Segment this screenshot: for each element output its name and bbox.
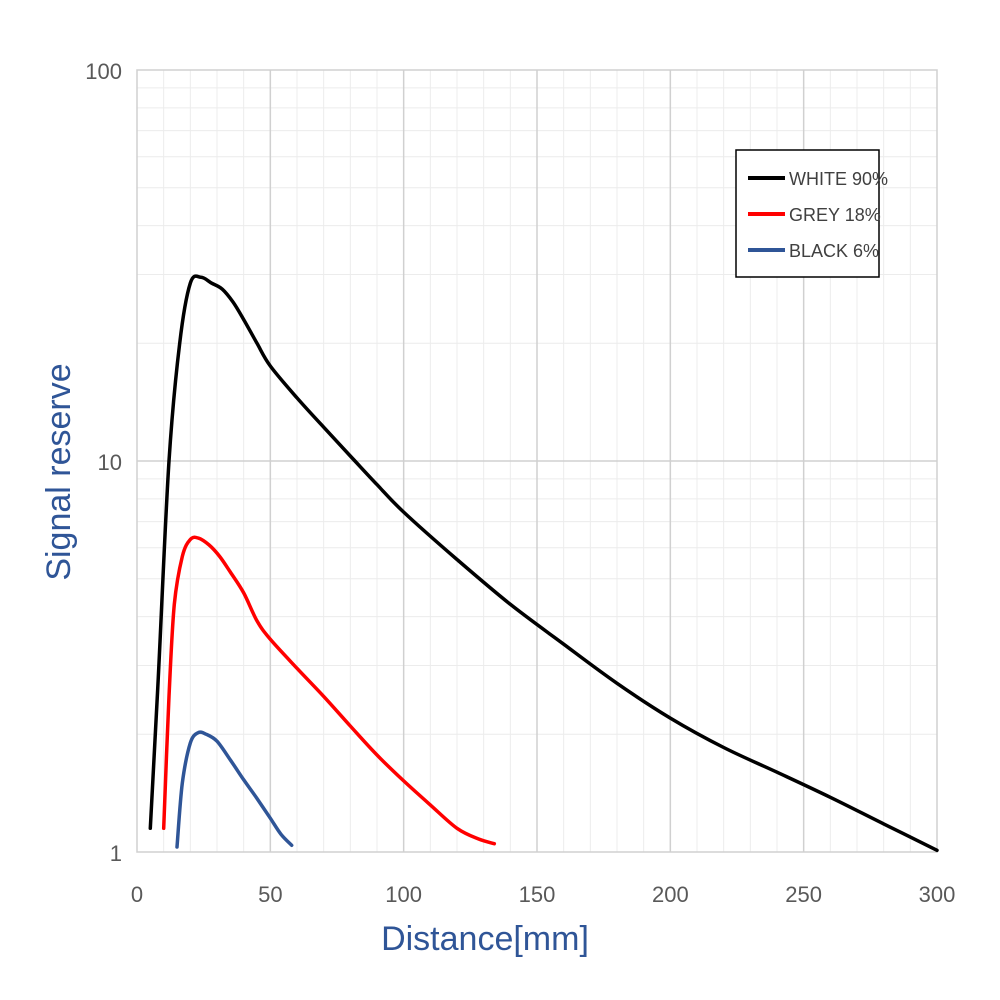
legend: WHITE 90% GREY 18% BLACK 6% <box>735 149 888 278</box>
plot-border <box>136 69 938 853</box>
plot-area-border <box>136 69 938 853</box>
x-tick-label: 250 <box>785 882 822 907</box>
series-line-grey-18 <box>161 535 497 846</box>
x-tick-label: 200 <box>652 882 689 907</box>
x-tick-label: 150 <box>519 882 556 907</box>
y-axis-title: Signal reserve <box>40 363 78 580</box>
x-axis-title: Distance[mm] <box>381 920 589 958</box>
series-line-white-90 <box>148 274 939 853</box>
x-tick-label: 100 <box>385 882 422 907</box>
series-line-black-6 <box>175 730 294 849</box>
y-tick-label: 100 <box>85 59 122 84</box>
legend-label-white-90: WHITE 90% <box>789 169 888 189</box>
x-tick-label: 0 <box>131 882 143 907</box>
tick-labels: 0 50 100 150 200 250 300 1 10 100 <box>85 59 955 907</box>
y-tick-label: 1 <box>110 841 122 866</box>
x-tick-label: 50 <box>258 882 282 907</box>
major-gridlines <box>137 70 937 852</box>
y-tick-label: 10 <box>98 450 122 475</box>
legend-label-grey-18: GREY 18% <box>789 205 881 225</box>
legend-label-black-6: BLACK 6% <box>789 241 879 261</box>
series-lines <box>148 274 939 853</box>
x-tick-label: 300 <box>919 882 956 907</box>
